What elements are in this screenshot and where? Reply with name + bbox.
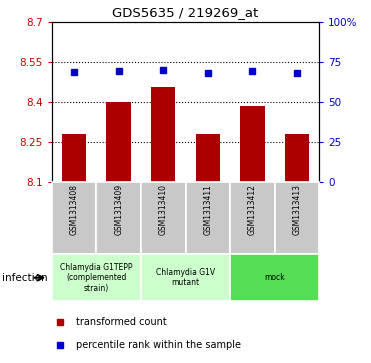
Bar: [240, 106, 265, 182]
Text: GSM1313409: GSM1313409: [114, 184, 123, 235]
Text: GSM1313411: GSM1313411: [203, 184, 212, 234]
Bar: [96, 182, 141, 254]
Bar: [151, 87, 175, 182]
Bar: [285, 134, 309, 182]
Text: percentile rank within the sample: percentile rank within the sample: [76, 340, 241, 350]
Text: mock: mock: [264, 273, 285, 282]
Bar: [141, 182, 186, 254]
Bar: [52, 182, 96, 254]
Bar: [196, 134, 220, 182]
Bar: [52, 254, 141, 301]
Bar: [62, 134, 86, 182]
Bar: [106, 102, 131, 182]
Text: Chlamydia G1TEPP
(complemented
strain): Chlamydia G1TEPP (complemented strain): [60, 263, 133, 293]
Bar: [230, 182, 275, 254]
Text: GSM1313408: GSM1313408: [70, 184, 79, 234]
Text: transformed count: transformed count: [76, 317, 167, 327]
Title: GDS5635 / 219269_at: GDS5635 / 219269_at: [112, 6, 259, 19]
Text: infection: infection: [2, 273, 47, 283]
Text: GSM1313413: GSM1313413: [292, 184, 301, 234]
Text: Chlamydia G1V
mutant: Chlamydia G1V mutant: [156, 268, 215, 287]
Bar: [186, 182, 230, 254]
Bar: [230, 254, 319, 301]
Text: GSM1313410: GSM1313410: [159, 184, 168, 234]
Text: GSM1313412: GSM1313412: [248, 184, 257, 234]
Bar: [141, 254, 230, 301]
Bar: [275, 182, 319, 254]
